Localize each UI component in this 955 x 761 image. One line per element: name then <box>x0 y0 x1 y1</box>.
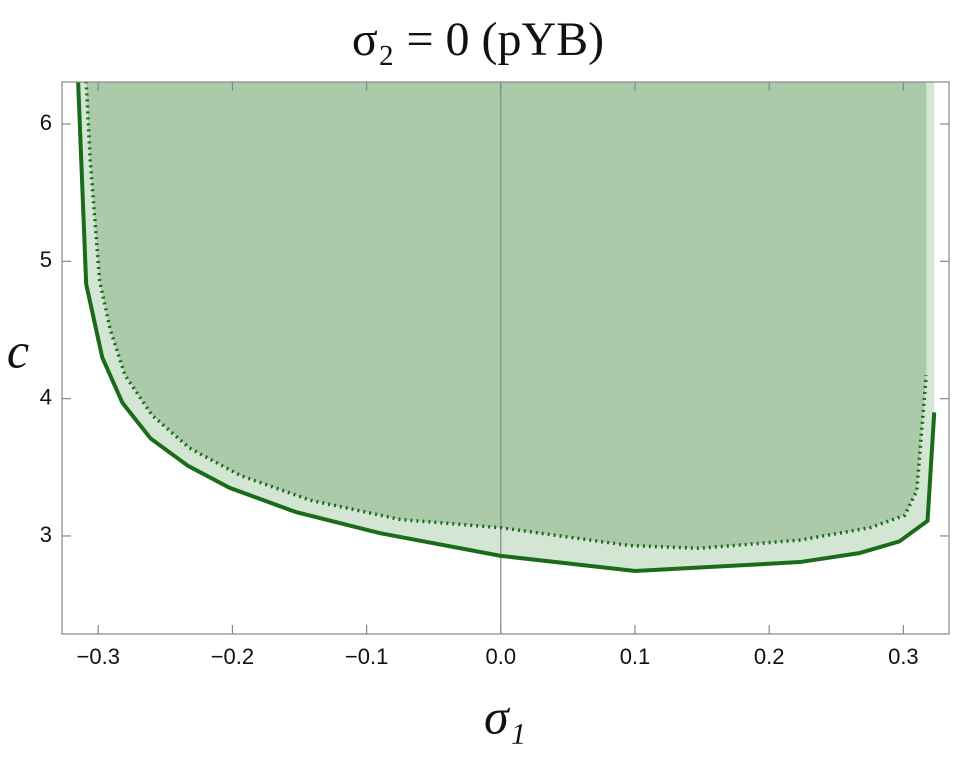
x-tick-label: −0.3 <box>77 644 120 669</box>
chart-title: σ₂ = 0 (pYB) <box>352 13 604 66</box>
x-tick-label: 0.1 <box>620 644 651 669</box>
series-line <box>76 82 937 573</box>
y-tick-label: 6 <box>40 110 52 135</box>
x-tick-label: −0.2 <box>211 644 254 669</box>
x-tick-label: 0.0 <box>486 644 517 669</box>
x-tick-label: 0.3 <box>888 644 919 669</box>
region <box>86 82 927 549</box>
y-tick-label: 5 <box>40 247 52 272</box>
series-line <box>84 82 928 551</box>
plot-frame <box>61 81 950 635</box>
y-tick-label: 3 <box>40 522 52 547</box>
x-tick-label: −0.1 <box>345 644 388 669</box>
x-axis-label: σ₁ <box>484 688 526 744</box>
x-tick-label: 0.2 <box>754 644 785 669</box>
y-tick-label: 4 <box>40 384 52 409</box>
y-axis-label: c <box>7 322 29 378</box>
